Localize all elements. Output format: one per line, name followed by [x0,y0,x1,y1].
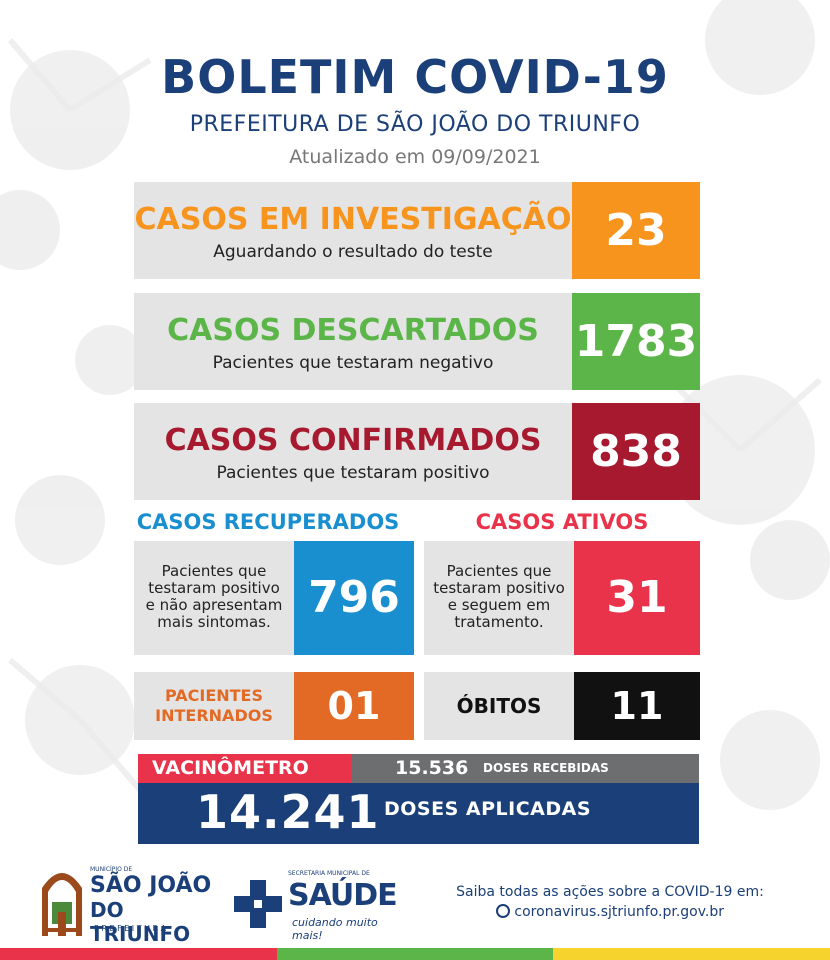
deaths-value: 11 [574,672,700,740]
active-desc-line: e seguem em [447,596,551,614]
discarded-value: 1783 [572,293,700,390]
recovered-title: CASOS RECUPERADOS [136,510,400,534]
color-bar [0,948,830,960]
deaths-card: ÓBITOS 11 [424,672,700,740]
logo1-line1: SÃO JOÃO [90,873,212,898]
recovered-desc-line: testaram positivo [148,579,280,597]
recovered-card: Pacientes que testaram positivo e não ap… [134,541,414,655]
updated-date: Atualizado em 09/09/2021 [289,146,541,168]
deaths-label: ÓBITOS [456,694,542,718]
confirmed-card: CASOS CONFIRMADOS Pacientes que testaram… [134,403,700,500]
recovered-desc-line: Pacientes que [161,562,267,580]
logo2-main: SAÚDE [288,878,398,913]
color-bar-yellow [553,948,830,960]
arch-emblem-icon [42,873,82,936]
page-title: BOLETIM COVID-19 [161,50,669,104]
recovered-desc-line: mais sintomas. [157,613,271,631]
footer-url-text: coronavirus.sjtriunfo.pr.gov.br [514,904,725,920]
hospitalized-card: PACIENTES INTERNADOS 01 [134,672,414,740]
footer-info-text: Saiba todas as ações sobre a COVID-19 em… [456,884,764,900]
recovered-panel [134,541,294,655]
active-desc: Pacientes que testaram positivo e seguem… [424,563,574,631]
page-subtitle: PREFEITURA DE SÃO JOÃO DO TRIUNFO [189,112,641,137]
hospitalized-panel [134,672,294,740]
doses-applied-bar: 14.241 DOSES APLICADAS [138,783,699,844]
active-desc-line: tratamento. [454,613,544,631]
investigation-card: CASOS EM INVESTIGAÇÃO Aguardando o resul… [134,182,700,279]
confirmed-panel [134,403,572,500]
footer-info: Saiba todas as ações sobre a COVID-19 em… [430,884,790,920]
recovered-value: 796 [294,541,414,655]
doses-applied-value: 14.241 [196,785,380,839]
logo2-slogan: cuidando muito mais! [292,916,378,942]
logo1-line3: P R E F E I T U R A [94,924,167,933]
hospitalized-label-line: INTERNADOS [155,706,273,725]
active-value: 31 [574,541,700,655]
logo2-small-text: SECRETARIA MUNICIPAL DE [288,870,370,877]
active-title: CASOS ATIVOS [475,510,649,534]
doses-received-bar: 15.536 DOSES RECEBIDAS [351,754,699,783]
active-panel [424,541,574,655]
footer-url[interactable]: coronavirus.sjtriunfo.pr.gov.br [430,904,790,920]
municipality-logo: MUNICÍPIO DE SÃO JOÃO DO TRIUNFO P R E F… [38,862,223,946]
discarded-label: CASOS DESCARTADOS [167,313,539,348]
color-bar-green [276,948,554,960]
recovered-desc-line: e não apresentam [145,596,283,614]
health-cross-icon [234,880,282,928]
doses-applied-label: DOSES APLICADAS [384,798,591,820]
confirmed-label: CASOS CONFIRMADOS [164,423,542,458]
active-desc-line: testaram positivo [433,579,565,597]
deaths-panel [424,672,574,740]
investigation-label: CASOS EM INVESTIGAÇÃO [134,202,572,237]
hospitalized-label: PACIENTES INTERNADOS [134,686,294,726]
discarded-desc: Pacientes que testaram negativo [212,353,494,373]
logo1-small-text: MUNICÍPIO DE [90,866,133,873]
recovered-desc: Pacientes que testaram positivo e não ap… [134,563,294,631]
health-secretariat-logo: SECRETARIA MUNICIPAL DE SAÚDE cuidando m… [232,866,407,942]
hospitalized-label-line: PACIENTES [164,686,264,705]
discarded-card: CASOS DESCARTADOS Pacientes que testaram… [134,293,700,390]
color-bar-red [0,948,277,960]
investigation-panel [134,182,572,279]
confirmed-desc: Pacientes que testaram positivo [216,463,490,483]
discarded-panel [134,293,572,390]
active-desc-line: Pacientes que [446,562,552,580]
vaccinometer-label: VACINÔMETRO [138,754,351,783]
investigation-desc: Aguardando o resultado do teste [213,242,493,262]
investigation-value: 23 [572,182,700,279]
globe-icon [495,904,510,918]
doses-received-value: 15.536 [395,757,469,779]
confirmed-value: 838 [572,403,700,500]
logo1-line2: DO TRIUNFO [90,898,191,946]
doses-received-label: DOSES RECEBIDAS [483,761,609,775]
active-card: Pacientes que testaram positivo e seguem… [424,541,700,655]
hospitalized-value: 01 [294,672,414,740]
